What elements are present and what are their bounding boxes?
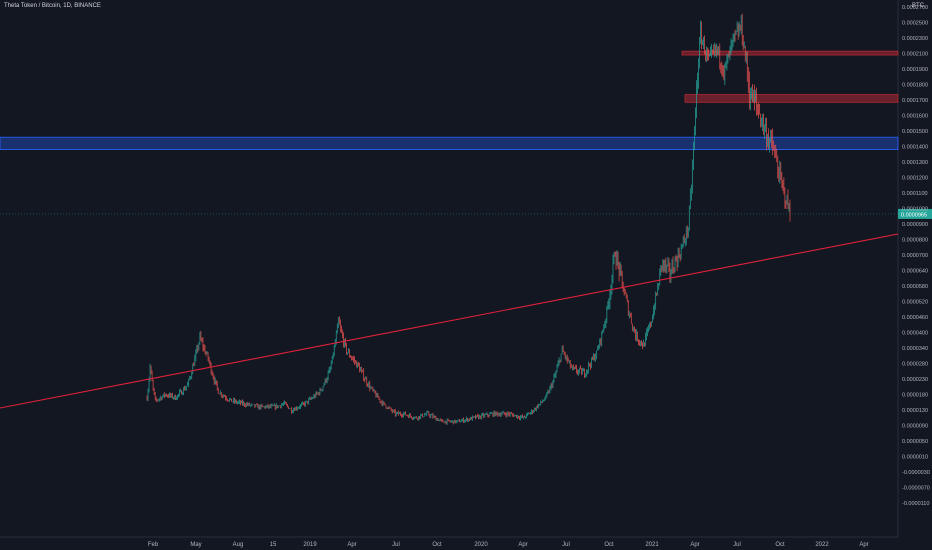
y-tick-label: 0.0001300 xyxy=(902,160,928,166)
x-tick-label: 2019 xyxy=(303,542,317,548)
last-price-badge xyxy=(898,208,932,219)
x-tick-label: Oct xyxy=(432,542,442,548)
y-tick-label: 0.0000130 xyxy=(902,408,928,414)
zone-1 xyxy=(0,136,899,150)
trendline xyxy=(0,233,899,409)
zone-2 xyxy=(681,50,899,56)
x-tick-label: 2021 xyxy=(645,542,659,548)
x-tick-label: 15 xyxy=(270,542,277,548)
y-tick-label: 0.0001200 xyxy=(902,176,928,182)
y-tick-label: 0.0000010 xyxy=(902,455,928,461)
y-tick-label: 0.0000340 xyxy=(902,346,928,352)
y-tick-label: 0.0000700 xyxy=(902,253,928,259)
x-tick-label: Oct xyxy=(604,542,614,548)
x-tick-label: Oct xyxy=(775,542,785,548)
x-tick-label: Jul xyxy=(392,542,400,548)
y-tick-label: 0.0000900 xyxy=(902,222,928,228)
last-price-label: 0.0000965 xyxy=(901,212,927,218)
y-tick-label: 0.0000640 xyxy=(902,269,928,275)
y-tick-label: 0.0001900 xyxy=(902,67,928,73)
y-tick-label: 0.0000050 xyxy=(902,439,928,445)
y-tick-label: 0.0000230 xyxy=(902,377,928,383)
x-tick-label: Apr xyxy=(859,542,868,548)
y-tick-label: -0.0000070 xyxy=(902,486,930,492)
y-tick-label: 0.0000520 xyxy=(902,300,928,306)
y-tick-label: 0.0001700 xyxy=(902,98,928,104)
y-tick-label: -0.0000030 xyxy=(902,470,930,476)
x-tick-label: 2022 xyxy=(815,542,829,548)
x-tick-label: Jul xyxy=(733,542,741,548)
y-tick-label: -0.0000110 xyxy=(902,501,929,507)
x-tick-label: Apr xyxy=(518,542,527,548)
x-tick-label: Jul xyxy=(562,542,570,548)
y-tick-label: 0.0000280 xyxy=(902,362,928,368)
y-tick-label: 0.0000090 xyxy=(902,424,928,430)
currency-label: BTC xyxy=(912,3,924,9)
y-tick-label: 0.0000800 xyxy=(902,238,928,244)
y-tick-label: 0.0001800 xyxy=(902,83,928,89)
y-tick-label: 0.0000180 xyxy=(902,393,928,399)
x-tick-label: Aug xyxy=(233,542,244,548)
y-tick-label: 0.0000580 xyxy=(902,284,928,290)
y-tick-label: 0.0002300 xyxy=(902,36,928,42)
x-tick-label: Apr xyxy=(690,542,699,548)
y-tick-label: 0.0000400 xyxy=(902,331,928,337)
y-tick-label: 0.0001500 xyxy=(902,129,928,135)
y-tick-label: 0.0001600 xyxy=(902,114,928,120)
y-tick-label: 0.0002700 xyxy=(902,5,928,11)
x-tick-label: 2020 xyxy=(474,542,488,548)
x-tick-label: Feb xyxy=(148,542,159,548)
y-tick-label: 0.0002100 xyxy=(902,52,928,58)
x-tick-label: Apr xyxy=(347,542,356,548)
y-tick-label: 0.0000460 xyxy=(902,315,928,321)
chart-title: Theta Token / Bitcoin, 1D, BINANCE xyxy=(4,3,101,9)
zone-3 xyxy=(684,94,899,103)
y-tick-label: 0.0001400 xyxy=(902,145,928,151)
y-tick-label: 0.0002500 xyxy=(902,21,928,27)
x-tick-label: May xyxy=(190,542,201,548)
y-tick-label: 0.0001100 xyxy=(902,191,928,197)
y-tick-label: 0.0001000 xyxy=(902,207,928,213)
